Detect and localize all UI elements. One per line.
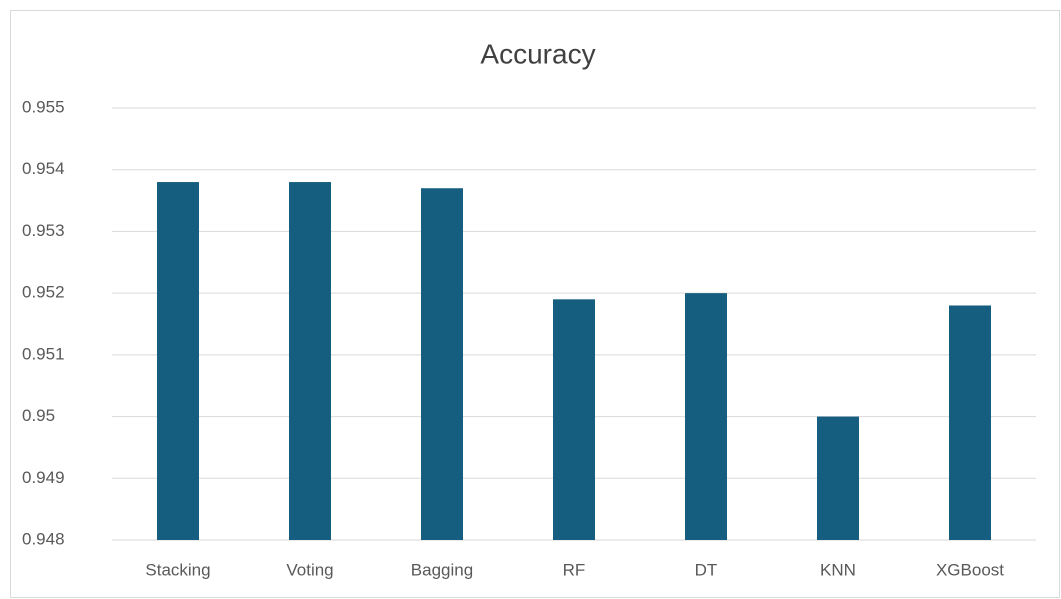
y-tick-label: 0.955 xyxy=(22,97,65,116)
y-tick-label: 0.952 xyxy=(22,283,65,302)
x-tick-label: KNN xyxy=(820,560,856,579)
y-tick-label: 0.951 xyxy=(22,344,65,363)
bar xyxy=(289,182,331,541)
bar xyxy=(949,305,991,540)
y-tick-label: 0.954 xyxy=(22,159,65,178)
y-tick-label: 0.949 xyxy=(22,468,65,487)
bar xyxy=(685,293,727,540)
x-tick-label: RF xyxy=(563,560,586,579)
chart-title: Accuracy xyxy=(480,38,595,69)
bar xyxy=(553,299,595,540)
bar xyxy=(157,182,199,541)
x-tick-label: XGBoost xyxy=(936,560,1004,579)
y-tick-label: 0.948 xyxy=(22,529,65,548)
x-tick-label: DT xyxy=(695,560,718,579)
x-tick-label: Voting xyxy=(286,560,333,579)
x-tick-label: Bagging xyxy=(411,560,473,579)
x-tick-label: Stacking xyxy=(145,560,210,579)
y-tick-label: 0.95 xyxy=(22,406,55,425)
y-tick-label: 0.953 xyxy=(22,221,65,240)
bar xyxy=(421,188,463,540)
bar xyxy=(817,416,859,540)
